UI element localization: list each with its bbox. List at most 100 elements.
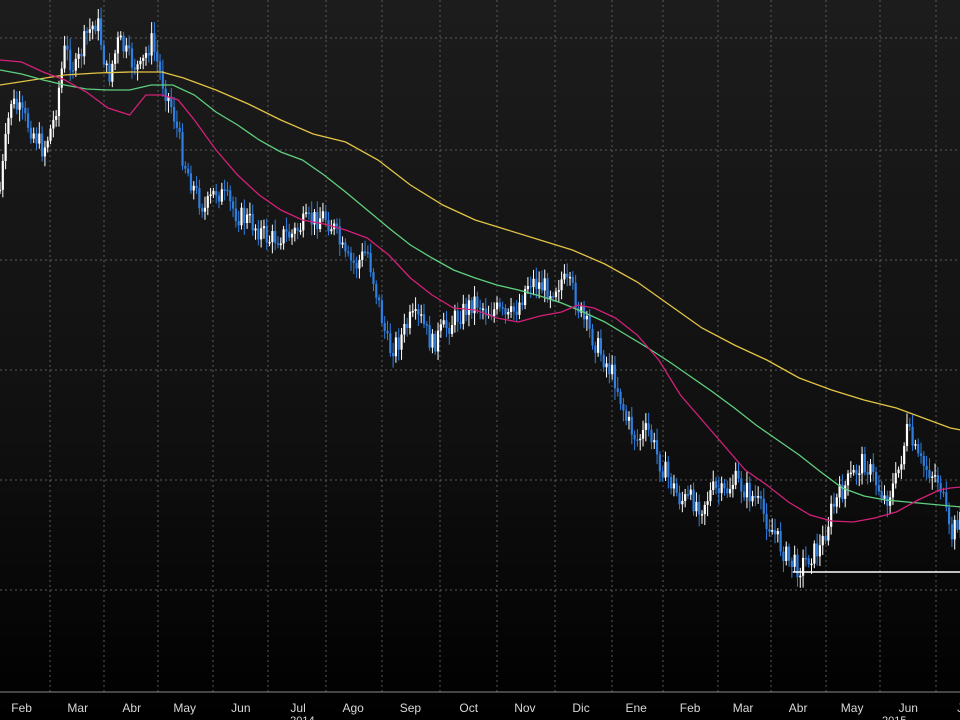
candle-body bbox=[192, 185, 195, 191]
candle-body bbox=[144, 53, 148, 58]
candle-body bbox=[293, 227, 296, 234]
candle-body bbox=[787, 546, 791, 561]
candle-body bbox=[866, 472, 869, 475]
candle-body bbox=[406, 323, 409, 328]
candle-body bbox=[414, 309, 417, 311]
candle-body bbox=[35, 133, 38, 144]
candle-body bbox=[313, 212, 316, 225]
candle-body bbox=[538, 282, 541, 289]
candle-body bbox=[66, 45, 69, 50]
candle-body bbox=[844, 485, 847, 499]
candle-body bbox=[203, 207, 207, 212]
candle-body bbox=[728, 489, 732, 494]
candle-body bbox=[905, 423, 909, 446]
candle-body bbox=[860, 454, 864, 474]
candle-body bbox=[897, 469, 900, 474]
candle-body bbox=[942, 491, 945, 494]
candle-body bbox=[804, 557, 807, 560]
candle-body bbox=[49, 128, 52, 141]
candle-body bbox=[403, 323, 406, 335]
candle-body bbox=[237, 221, 240, 226]
candle-body bbox=[139, 60, 142, 65]
candle-body bbox=[627, 416, 631, 421]
candle-body bbox=[757, 496, 760, 498]
candle-body bbox=[97, 18, 100, 32]
candle-body bbox=[936, 475, 939, 483]
candle-body bbox=[512, 306, 515, 312]
candle-body bbox=[85, 31, 89, 33]
candle-body bbox=[456, 310, 459, 322]
candle-body bbox=[223, 189, 226, 191]
ma-slow-line bbox=[0, 71, 960, 431]
candle-body bbox=[894, 473, 897, 484]
candle-body bbox=[439, 324, 442, 331]
candle-body bbox=[889, 497, 892, 506]
candle-body bbox=[484, 308, 487, 316]
candle-body bbox=[686, 494, 690, 496]
candle-body bbox=[434, 333, 437, 352]
candle-body bbox=[594, 345, 597, 353]
candle-body bbox=[246, 214, 249, 224]
candle-body bbox=[338, 226, 341, 245]
candle-body bbox=[268, 242, 271, 244]
candle-body bbox=[282, 229, 285, 244]
candle-body bbox=[863, 454, 866, 473]
candle-body bbox=[557, 290, 560, 292]
candle-body bbox=[515, 311, 518, 315]
candle-body bbox=[335, 223, 339, 227]
candle-body bbox=[759, 496, 763, 499]
candle-body bbox=[355, 262, 358, 269]
candle-body bbox=[914, 444, 917, 446]
candle-body bbox=[655, 440, 659, 455]
candle-body bbox=[846, 473, 850, 486]
candle-body bbox=[554, 291, 558, 298]
candle-body bbox=[869, 464, 872, 475]
candle-body bbox=[762, 498, 765, 514]
candle-body bbox=[302, 213, 305, 231]
candle-body bbox=[288, 231, 291, 238]
candle-body bbox=[372, 272, 375, 285]
candle-body bbox=[175, 121, 179, 128]
candle-body bbox=[330, 229, 333, 232]
x-tick-label: Jun bbox=[899, 701, 918, 715]
candle-body bbox=[540, 282, 544, 291]
candle-body bbox=[12, 98, 16, 105]
candle-body bbox=[408, 311, 412, 328]
candle-body bbox=[425, 324, 428, 326]
x-tick-label: Jul bbox=[290, 701, 305, 715]
candle-body bbox=[799, 575, 802, 578]
candle-body bbox=[523, 289, 527, 306]
candle-body bbox=[782, 551, 785, 561]
candle-body bbox=[290, 233, 294, 238]
candle-body bbox=[552, 296, 555, 298]
candle-body bbox=[198, 188, 201, 209]
candle-body bbox=[481, 308, 485, 311]
candle-body bbox=[52, 119, 55, 129]
candle-body bbox=[611, 364, 614, 375]
candle-body bbox=[855, 469, 858, 475]
candle-body bbox=[928, 469, 931, 478]
candle-body bbox=[369, 252, 372, 273]
candle-body bbox=[838, 484, 841, 498]
candle-body bbox=[181, 132, 184, 166]
candle-body bbox=[816, 543, 819, 557]
x-tick-label: Abr bbox=[122, 701, 141, 715]
x-tick-label: J bbox=[957, 701, 960, 715]
candle-body bbox=[903, 445, 906, 465]
candle-body bbox=[765, 513, 768, 530]
candle-body bbox=[521, 302, 524, 306]
candle-body bbox=[622, 403, 625, 411]
candle-body bbox=[63, 45, 66, 69]
candle-body bbox=[349, 252, 353, 261]
candle-body bbox=[91, 25, 94, 30]
candle-body bbox=[60, 68, 63, 88]
candle-body bbox=[801, 557, 805, 576]
candle-body bbox=[546, 278, 549, 300]
candle-body bbox=[114, 53, 117, 64]
candle-body bbox=[723, 483, 726, 489]
candle-body bbox=[813, 543, 816, 564]
candle-body bbox=[647, 423, 650, 430]
candle-body bbox=[720, 483, 723, 494]
candle-body bbox=[703, 504, 706, 515]
candle-body bbox=[274, 231, 277, 244]
